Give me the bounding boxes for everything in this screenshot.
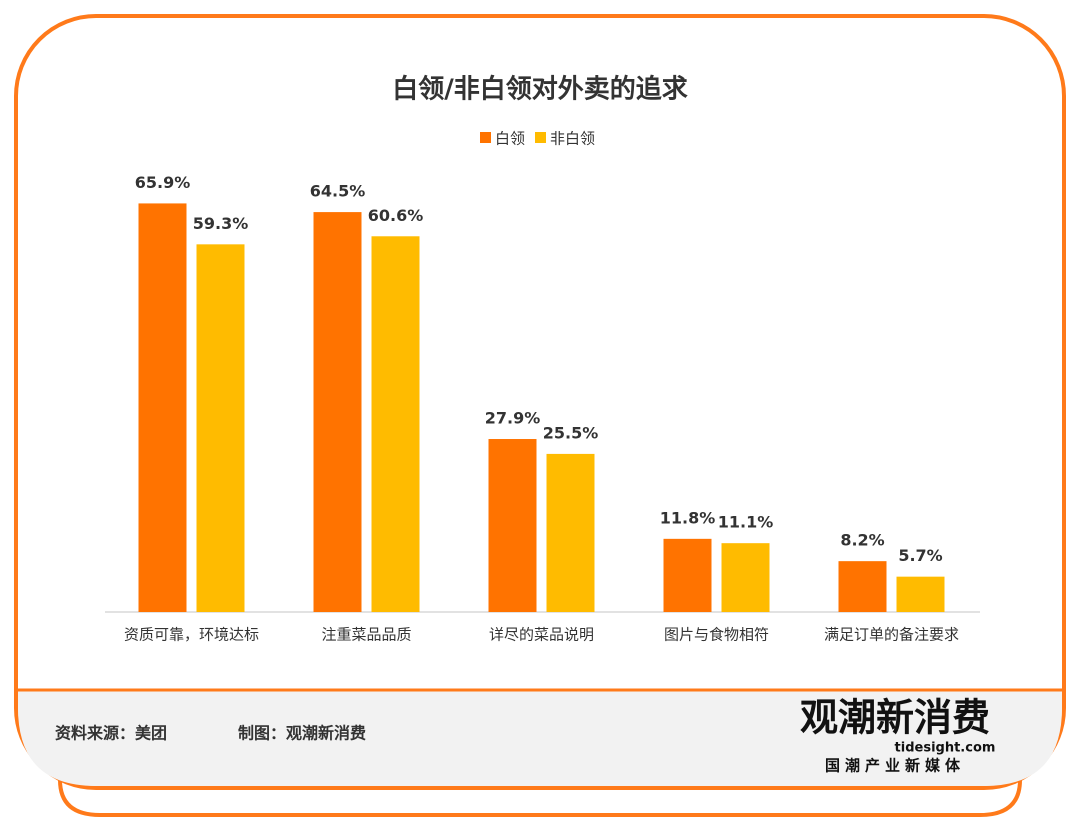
- bar: [371, 236, 420, 612]
- bar: [896, 576, 945, 612]
- x-tick-label: 满足订单的备注要求: [824, 626, 959, 644]
- bar: [838, 561, 887, 612]
- frame-shadow: [58, 779, 1022, 817]
- value-label: 11.8%: [660, 508, 716, 527]
- value-label: 11.1%: [718, 513, 774, 532]
- legend-label: 白领: [495, 130, 525, 148]
- bar: [138, 203, 187, 613]
- legend-label: 非白领: [550, 130, 595, 148]
- value-label: 27.9%: [485, 409, 541, 428]
- legend-swatch: [535, 132, 546, 143]
- x-tick-label: 资质可靠，环境达标: [124, 626, 259, 644]
- bar: [546, 453, 595, 612]
- value-label: 25.5%: [543, 423, 599, 442]
- value-label: 8.2%: [840, 531, 884, 550]
- bar: [196, 244, 245, 612]
- frame: [14, 14, 1066, 790]
- bar: [313, 212, 362, 612]
- value-label: 5.7%: [898, 546, 942, 565]
- logo-site: tidesight.com: [895, 741, 996, 756]
- x-tick-label: 详尽的菜品说明: [489, 626, 594, 644]
- maker: 制图：观潮新消费: [238, 724, 366, 743]
- bar: [488, 439, 537, 612]
- bar: [721, 543, 770, 612]
- logo-slogan: 国潮产业新媒体: [825, 757, 965, 775]
- bar: [663, 538, 712, 612]
- logo-name: 观潮新消费: [800, 696, 990, 740]
- value-label: 65.9%: [135, 173, 191, 192]
- x-tick-label: 图片与食物相符: [664, 626, 769, 644]
- value-label: 60.6%: [368, 206, 424, 225]
- x-tick-label: 注重菜品品质: [321, 626, 411, 644]
- chart-title: 白领/非白领对外卖的追求: [392, 74, 688, 105]
- source: 资料来源：美团: [55, 724, 167, 743]
- legend-swatch: [480, 132, 491, 143]
- value-label: 59.3%: [193, 214, 249, 233]
- footer-band: [18, 690, 1062, 786]
- value-label: 64.5%: [310, 182, 366, 201]
